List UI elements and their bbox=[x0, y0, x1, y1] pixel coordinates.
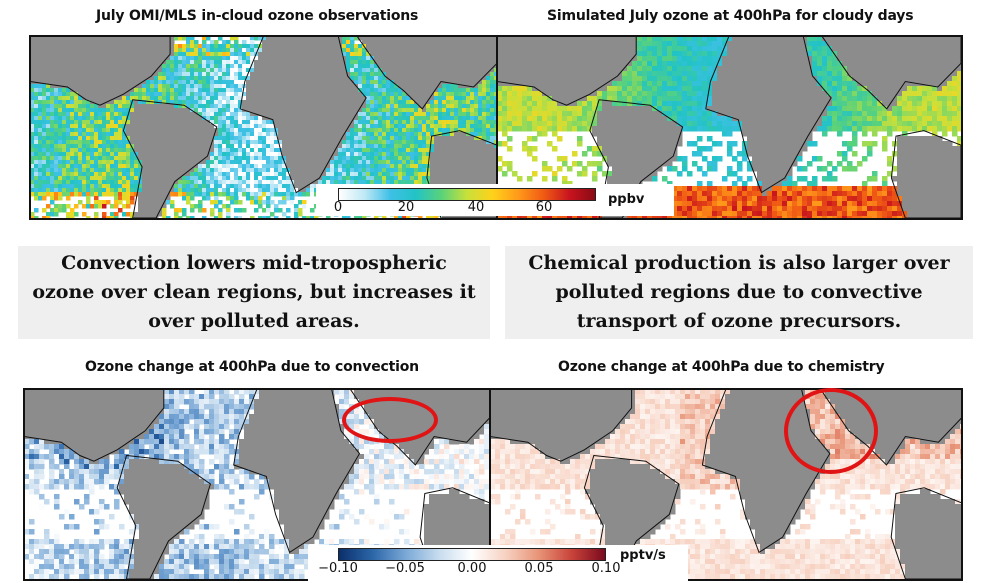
change-colorbar-gradient bbox=[338, 548, 606, 561]
ozone-unit: ppbv bbox=[608, 192, 645, 207]
change-tick-010: 0.10 bbox=[591, 561, 621, 576]
title-simulated: Simulated July ozone at 400hPa for cloud… bbox=[547, 8, 914, 24]
convection-map bbox=[24, 389, 490, 579]
change-unit: pptv/s bbox=[620, 548, 666, 563]
caption-chemistry: Chemical production is also larger over … bbox=[505, 246, 973, 339]
ozone-tick-0: 0 bbox=[333, 200, 343, 215]
title-chemistry: Ozone change at 400hPa due to chemistry bbox=[558, 359, 885, 375]
observations-map bbox=[30, 36, 497, 218]
top-maps-divider bbox=[496, 35, 498, 220]
change-tick-000: 0.00 bbox=[457, 561, 487, 576]
ozone-tick-60: 60 bbox=[535, 200, 553, 215]
change-tick-m010: −0.10 bbox=[318, 561, 358, 576]
bottom-maps-divider bbox=[489, 388, 491, 581]
ozone-tick-40: 40 bbox=[467, 200, 485, 215]
change-tick-005: 0.05 bbox=[524, 561, 554, 576]
highlight-ellipse-convection bbox=[342, 397, 438, 443]
change-colorbar: −0.10 −0.05 0.00 0.05 0.10 pptv/s bbox=[308, 545, 688, 581]
highlight-ellipse-chemistry bbox=[784, 388, 878, 474]
title-observations: July OMI/MLS in-cloud ozone observations bbox=[96, 8, 419, 24]
caption-convection: Convection lowers mid-tropospheric ozone… bbox=[18, 246, 490, 339]
title-convection: Ozone change at 400hPa due to convection bbox=[85, 359, 419, 375]
ozone-colorbar-gradient bbox=[338, 188, 596, 201]
ozone-colorbar: 0 20 40 60 ppbv bbox=[316, 184, 674, 216]
change-tick-m005: −0.05 bbox=[385, 561, 425, 576]
ozone-tick-20: 20 bbox=[397, 200, 415, 215]
